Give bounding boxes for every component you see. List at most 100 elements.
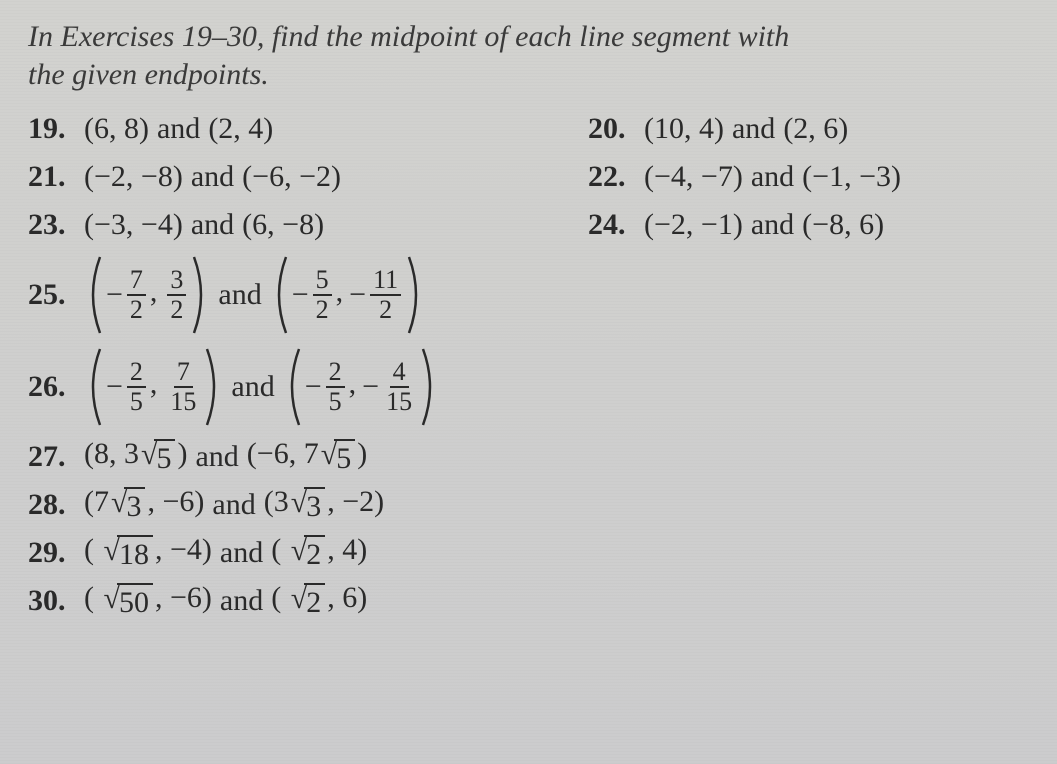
instructions-line2: the given endpoints.: [28, 58, 269, 91]
problem-24: 24. (−2, −1) and (−8, 6): [588, 208, 884, 242]
problem-number: 23.: [28, 208, 74, 242]
point-a: ( √50, −6): [84, 581, 212, 621]
sqrt: √5: [321, 439, 355, 477]
point-a: (7√3, −6): [84, 485, 204, 525]
problem-number: 30.: [28, 584, 74, 618]
problem-number: 22.: [588, 160, 634, 194]
denominator: 15: [383, 388, 415, 415]
point-a: (8, 3√5): [84, 437, 187, 477]
radicand: 5: [334, 439, 355, 477]
problem-29: 29. ( √18, −4) and ( √2, 4): [28, 531, 1029, 575]
radicand: 2: [304, 583, 325, 621]
problem-number: 21.: [28, 160, 74, 194]
sqrt: √2: [291, 535, 325, 573]
y-value: −2: [342, 485, 374, 518]
denominator: 15: [167, 388, 199, 415]
numerator: 7: [127, 267, 146, 296]
paren-right-icon: [405, 255, 425, 335]
comma: ,: [150, 275, 158, 323]
problem-number: 28.: [28, 488, 74, 522]
point-b: − 2 5 , − 4 15: [283, 347, 439, 427]
radical-icon: √: [291, 536, 307, 566]
problem-22: 22. (−4, −7) and (−1, −3): [588, 160, 901, 194]
problem-number: 27.: [28, 440, 74, 474]
radical-icon: √: [291, 584, 307, 614]
paren-left-icon: [270, 255, 290, 335]
radicand: 3: [124, 487, 145, 525]
fraction: 2 5: [326, 359, 345, 415]
point-a: (10, 4): [644, 112, 724, 146]
problem-28: 28. (7√3, −6) and (3√3, −2): [28, 483, 1029, 527]
point-b: (6, −8): [242, 208, 324, 242]
problem-number: 24.: [588, 208, 634, 242]
radical-icon: √: [321, 440, 337, 470]
radicand: 5: [154, 439, 175, 477]
problem-number: 29.: [28, 536, 74, 570]
numerator: 2: [127, 359, 146, 388]
y-value: 6: [342, 581, 357, 614]
problem-30: 30. ( √50, −6) and ( √2, 6): [28, 579, 1029, 623]
problem-list: 19. (6, 8) and (2, 4) 20. (10, 4) and (2…: [28, 107, 1029, 623]
fraction: 2 5: [127, 359, 146, 415]
denominator: 5: [326, 388, 345, 415]
fraction: 7 15: [167, 359, 199, 415]
x-coef: 3: [274, 485, 289, 518]
radicand: 3: [304, 487, 325, 525]
numerator: 11: [370, 267, 401, 296]
row-19-20: 19. (6, 8) and (2, 4) 20. (10, 4) and (2…: [28, 107, 1029, 151]
y-value: 4: [342, 533, 357, 566]
and-text: and: [220, 584, 263, 618]
problem-number: 19.: [28, 112, 74, 146]
and-text: and: [195, 440, 238, 474]
sqrt: √5: [141, 439, 175, 477]
problem-19: 19. (6, 8) and (2, 4): [28, 112, 588, 146]
and-text: and: [218, 278, 261, 312]
problem-26: 26. − 2 5 , 7 15 and: [28, 343, 1029, 431]
paren-right-icon: [190, 255, 210, 335]
fraction: 5 2: [313, 267, 332, 323]
denominator: 5: [127, 388, 146, 415]
paren-right-icon: [419, 347, 439, 427]
comma: ,: [150, 367, 158, 415]
point-b: (2, 4): [208, 112, 273, 146]
paren-left-icon: [84, 255, 104, 335]
neg-sign: −: [305, 370, 322, 404]
and-text: and: [751, 160, 794, 194]
problem-number: 26.: [28, 370, 74, 404]
instructions-line1: In Exercises 19–30, find the midpoint of…: [28, 20, 789, 53]
comma: ,: [349, 367, 357, 415]
problem-23: 23. (−3, −4) and (6, −8): [28, 208, 588, 242]
point-b: (−1, −3): [802, 160, 901, 194]
point-a: (−2, −1): [644, 208, 743, 242]
fraction: 11 2: [370, 267, 401, 323]
radicand: 18: [117, 535, 153, 573]
point-a: (−2, −8): [84, 160, 183, 194]
y-coef: 7: [304, 437, 319, 470]
and-text: and: [212, 488, 255, 522]
numerator: 3: [167, 267, 186, 296]
radical-icon: √: [104, 584, 120, 614]
radical-icon: √: [141, 440, 157, 470]
neg-sign: −: [106, 370, 123, 404]
and-text: and: [191, 208, 234, 242]
and-text: and: [157, 112, 200, 146]
comma: ,: [336, 275, 344, 323]
point-a: − 2 5 , 7 15: [84, 347, 223, 427]
paren-left-icon: [84, 347, 104, 427]
radical-icon: √: [104, 536, 120, 566]
row-23-24: 23. (−3, −4) and (6, −8) 24. (−2, −1) an…: [28, 203, 1029, 247]
x-coef: 7: [94, 485, 109, 518]
radicand: 2: [304, 535, 325, 573]
point-a: (−3, −4): [84, 208, 183, 242]
y-value: −6: [162, 485, 194, 518]
and-text: and: [231, 370, 274, 404]
denominator: 2: [167, 296, 186, 323]
sqrt: √3: [111, 487, 145, 525]
point-b: ( √2, 6): [271, 581, 367, 621]
radical-icon: √: [291, 488, 307, 518]
fraction: 4 15: [383, 359, 415, 415]
point-b: (−8, 6): [802, 208, 884, 242]
point-a: − 7 2 , 3 2: [84, 255, 210, 335]
page: In Exercises 19–30, find the midpoint of…: [0, 0, 1057, 764]
sqrt: √50: [104, 583, 153, 621]
